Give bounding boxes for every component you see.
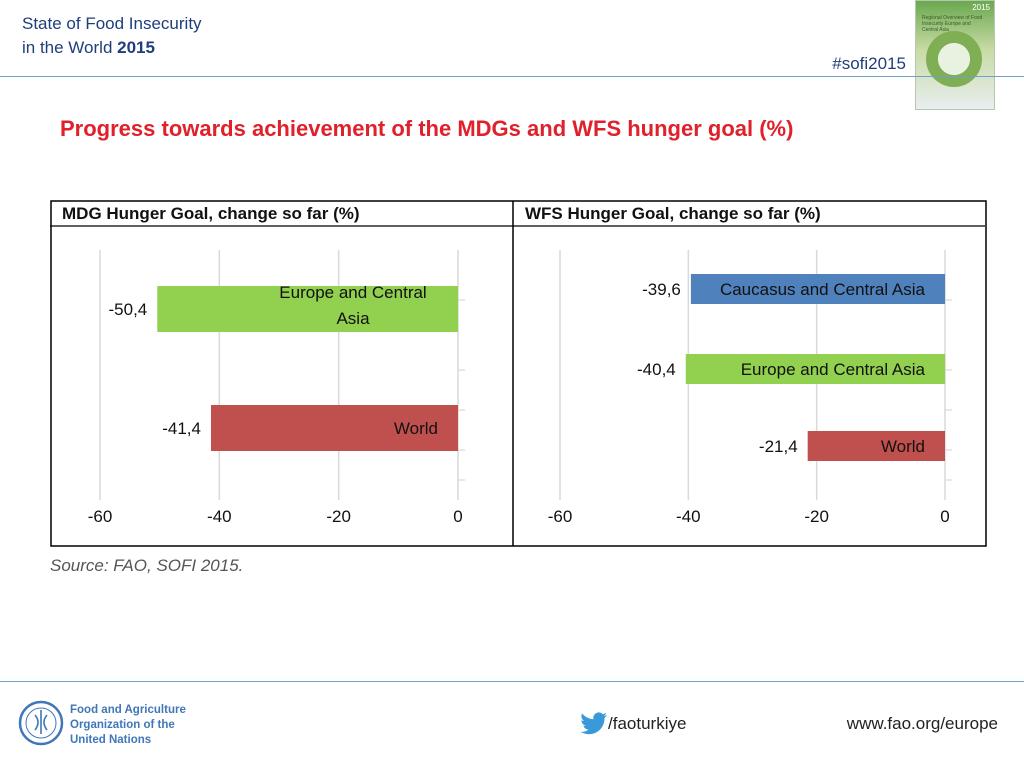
cover-year: 2015: [972, 3, 990, 12]
cover-text: Regional Overview of Food Insecurity Eur…: [922, 15, 983, 33]
chart-panel-2: WFS Hunger Goal, change so far (%) -60 -40…: [512, 201, 985, 546]
header-title-line2: in the World 2015: [22, 36, 202, 60]
org-line2: Organization of the: [70, 719, 175, 731]
website-link[interactable]: www.fao.org/europe: [846, 714, 998, 733]
fao-logo-icon: [18, 700, 64, 746]
x-tick-label: -20: [326, 507, 351, 526]
header-divider: [0, 76, 1024, 77]
header-title-text: in the World: [22, 38, 113, 57]
header-title: State of Food Insecurity in the World 20…: [22, 12, 202, 60]
chart-panel-1: MDG Hunger Goal, change so far (%) -60 -40…: [50, 204, 513, 526]
bar: [807, 431, 945, 461]
category-label: Europe and Central Asia: [741, 360, 926, 379]
data-label: -39,6: [642, 280, 681, 299]
bar: [690, 274, 945, 304]
category-label: World: [881, 437, 925, 456]
category-label: World: [394, 419, 438, 438]
source-note: Source: FAO, SOFI 2015.: [50, 556, 244, 575]
org-line3: United Nations: [70, 734, 152, 746]
slide-title: Progress towards achievement of the MDGs…: [60, 116, 794, 141]
bar: [157, 286, 458, 332]
x-tick-label: -40: [676, 507, 701, 526]
data-label: -50,4: [109, 300, 148, 319]
category-label: Asia: [336, 309, 370, 328]
x-tick-label: 0: [940, 507, 949, 526]
twitter-link[interactable]: /faoturkiye: [580, 712, 686, 736]
header-title-line1: State of Food Insecurity: [22, 14, 202, 33]
x-tick-label: -20: [804, 507, 829, 526]
category-label: Caucasus and Central Asia: [720, 280, 926, 299]
panel-title: WFS Hunger Goal, change so far (%): [525, 204, 821, 223]
header-title-year: 2015: [117, 38, 155, 57]
x-tick-label: -60: [548, 507, 573, 526]
x-tick-label: 0: [453, 507, 462, 526]
twitter-bird-icon: [580, 712, 607, 735]
data-label: -21,4: [759, 437, 798, 456]
x-tick-label: -60: [88, 507, 113, 526]
twitter-handle[interactable]: /faoturkiye: [608, 714, 687, 733]
cover-illustration: [926, 31, 982, 87]
chart-frame: [50, 200, 987, 547]
footer-divider: [0, 681, 1024, 682]
org-line1: Food and Agriculture: [70, 704, 186, 716]
category-label: Europe and Central: [279, 283, 426, 302]
bar: [685, 354, 945, 384]
x-tick-label: -40: [207, 507, 232, 526]
report-cover-image: 2015 Regional Overview of Food Insecurit…: [915, 0, 995, 110]
data-label: -40,4: [637, 360, 676, 379]
bar: [210, 405, 458, 451]
hashtag: #sofi2015: [832, 54, 906, 73]
hunger-goal-charts: MDG Hunger Goal, change so far (%) -60 -40…: [50, 200, 987, 547]
data-label: -41,4: [162, 419, 201, 438]
panel-title: MDG Hunger Goal, change so far (%): [62, 204, 360, 223]
fao-org-name: Food and Agriculture Organization of the…: [70, 703, 186, 748]
